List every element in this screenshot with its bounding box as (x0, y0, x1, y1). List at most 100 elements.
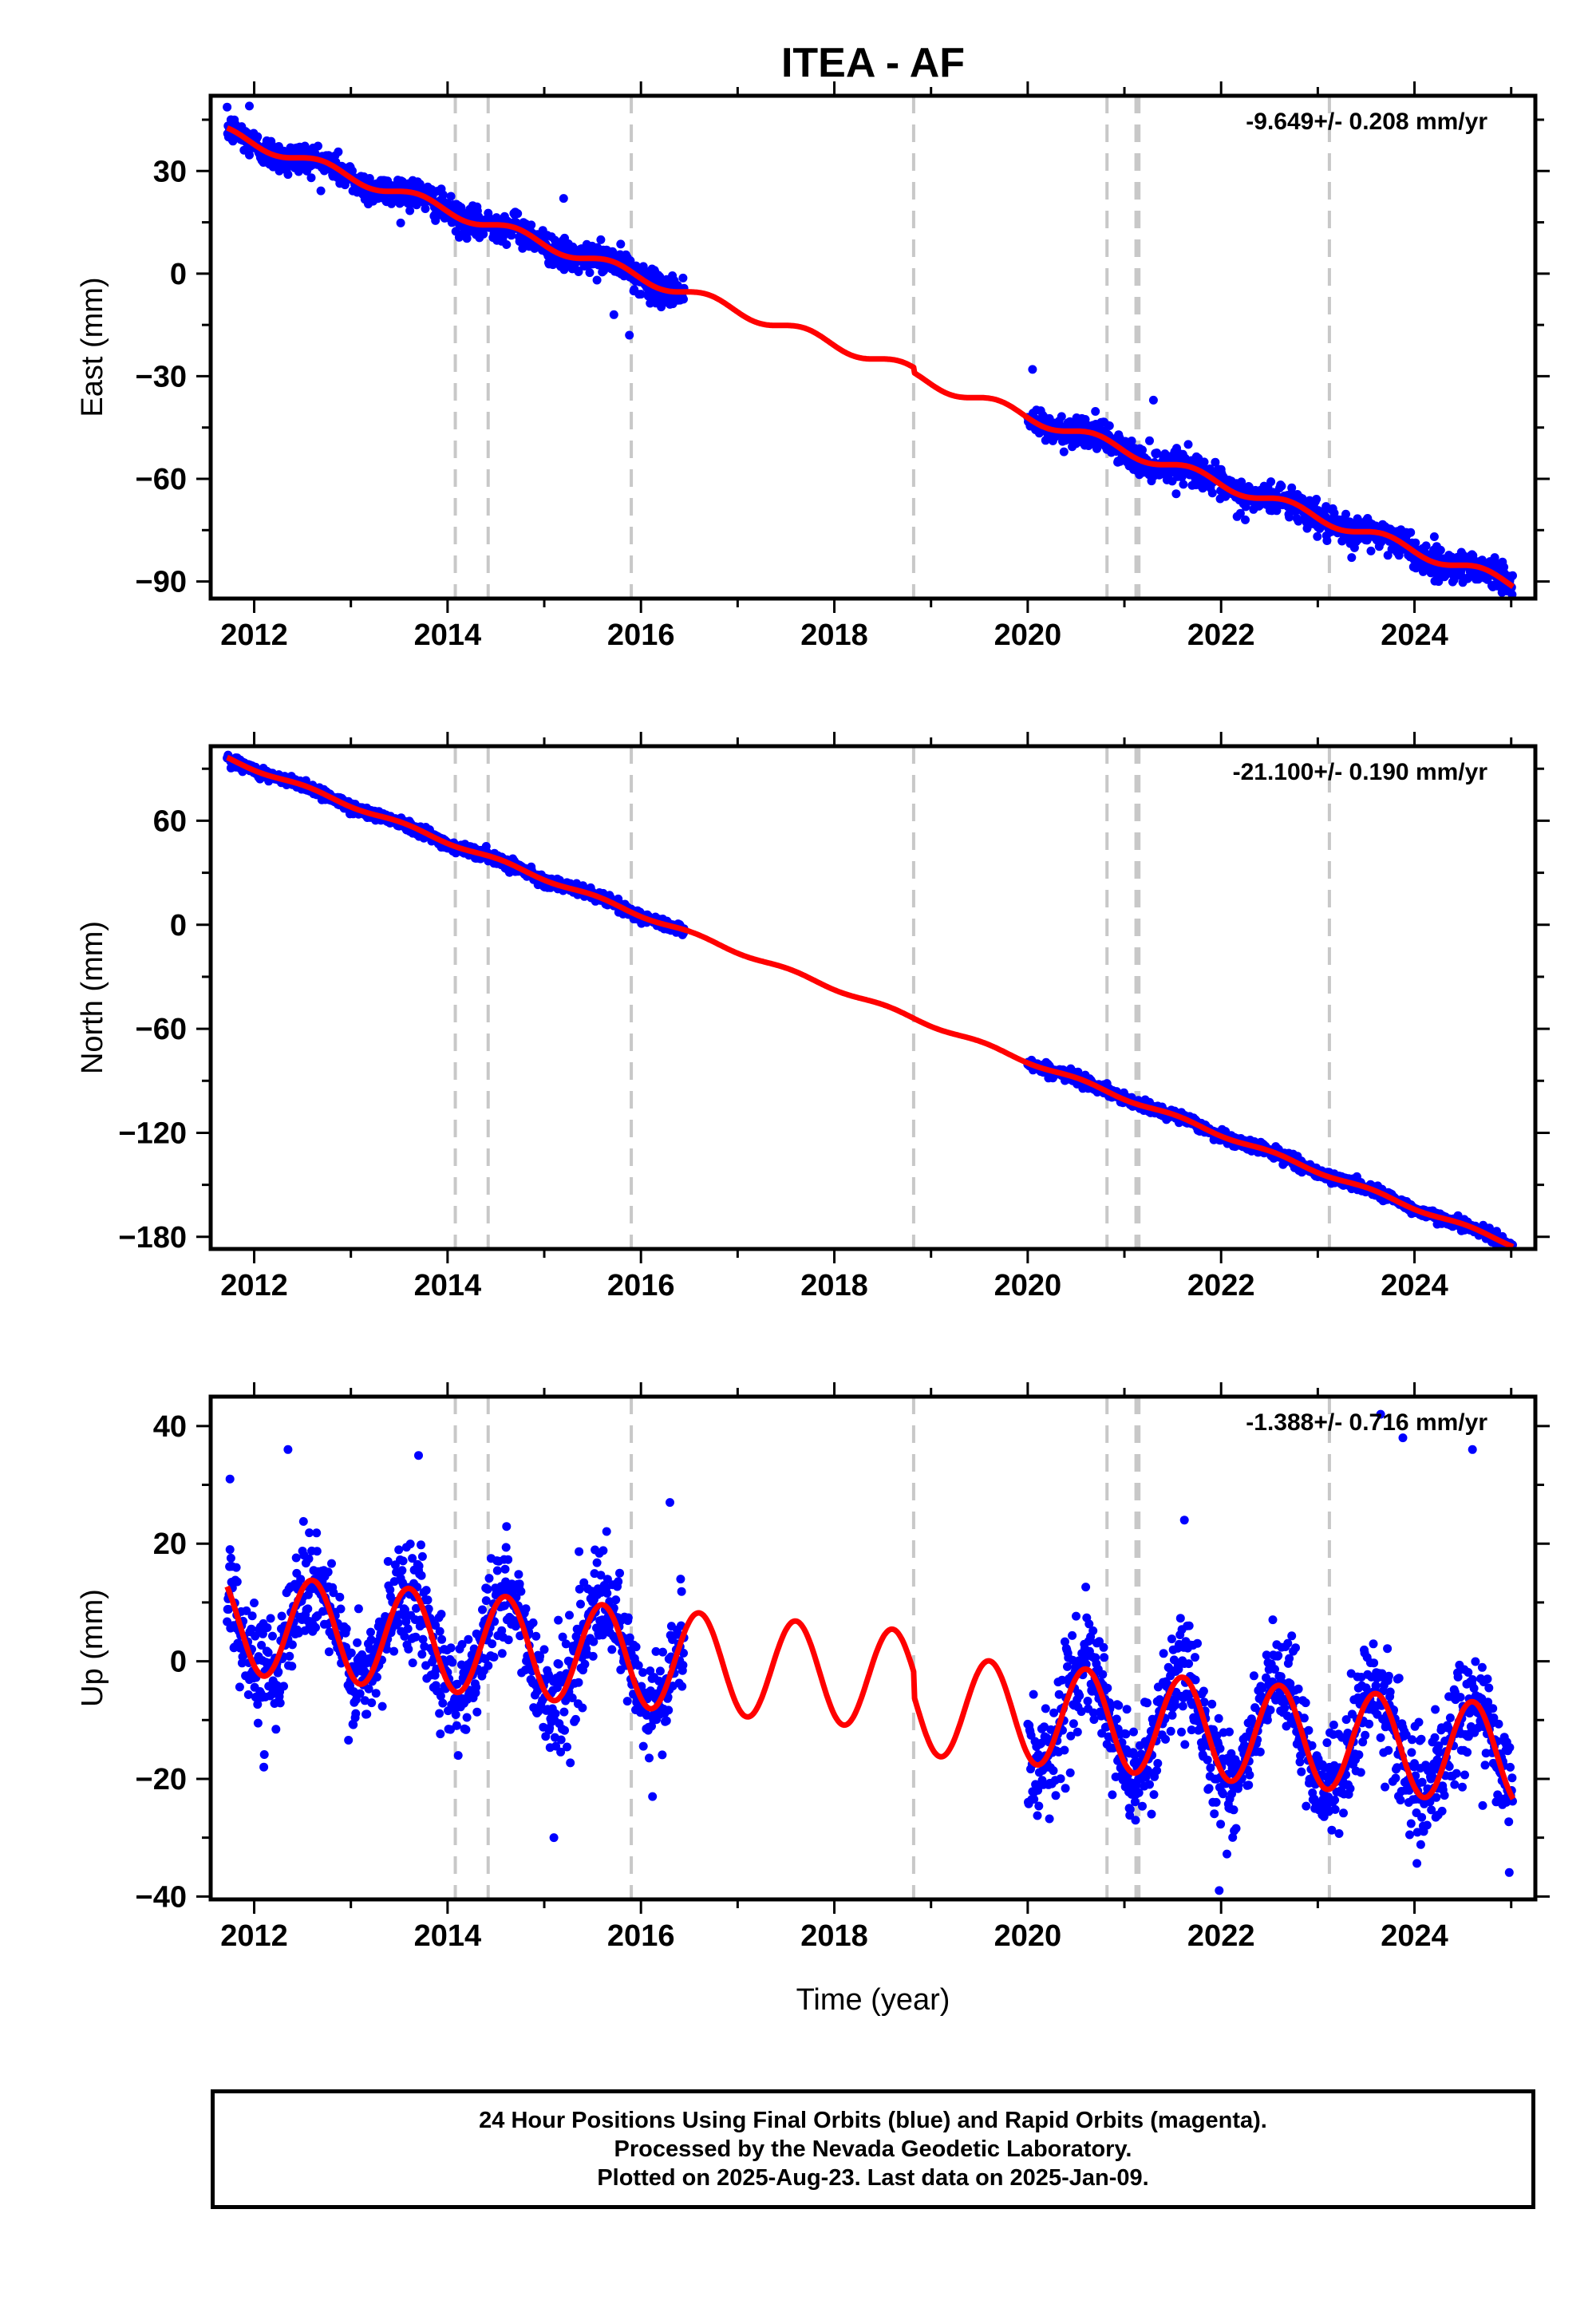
x-tick-label: 2018 (800, 1269, 868, 1302)
y-tick-label: −60 (136, 1013, 187, 1046)
data-point (1183, 440, 1193, 449)
data-point (247, 1624, 256, 1634)
data-point (457, 1640, 467, 1649)
x-tick-label: 2014 (414, 1269, 482, 1302)
data-point (472, 1707, 482, 1717)
y-axis-label: East (mm) (76, 277, 109, 417)
data-point (311, 1622, 320, 1632)
data-point (396, 218, 405, 227)
data-point (623, 1613, 633, 1622)
data-point (576, 1599, 585, 1609)
data-point (1104, 421, 1114, 430)
data-point (634, 1661, 643, 1670)
data-point (448, 1658, 457, 1667)
data-point (348, 166, 357, 176)
data-point (362, 1709, 372, 1719)
data-point (668, 1635, 678, 1644)
data-point (323, 1567, 333, 1577)
y-tick-label: 60 (153, 804, 187, 838)
data-point (589, 1637, 598, 1646)
data-point (654, 1676, 664, 1686)
data-point (398, 1556, 408, 1566)
data-point (658, 1647, 667, 1657)
data-point (1171, 489, 1181, 499)
data-point (585, 268, 595, 278)
data-point (502, 240, 512, 249)
data-point (1436, 545, 1445, 555)
data-points (223, 101, 1517, 599)
data-point (651, 1646, 661, 1656)
data-point (438, 1698, 448, 1708)
data-point (518, 243, 527, 253)
data-point (232, 1577, 242, 1587)
data-point (372, 1673, 381, 1682)
data-point (611, 1595, 621, 1605)
x-tick-label: 2016 (607, 619, 675, 652)
data-point (1057, 412, 1066, 421)
data-point (1341, 509, 1350, 519)
data-point (366, 1627, 375, 1637)
data-point (527, 220, 536, 230)
data-point (511, 1622, 520, 1631)
data-point (472, 1682, 481, 1692)
data-point (1313, 532, 1322, 541)
data-point (560, 1725, 569, 1735)
data-point (243, 1690, 253, 1699)
data-point (371, 1689, 381, 1698)
data-point (285, 1651, 294, 1661)
data-point (423, 1595, 433, 1605)
data-point (364, 1684, 373, 1694)
data-point (314, 141, 322, 151)
data-point (403, 1624, 413, 1634)
data-point (559, 1707, 569, 1717)
data-point (602, 1527, 611, 1536)
data-point (263, 1623, 272, 1632)
x-tick-label: 2020 (994, 1269, 1062, 1302)
panel-1: 2012 2014 2016 2018 2020 2022 2024−90−60−30030… (76, 81, 1550, 652)
data-point (556, 1747, 566, 1757)
data-point (446, 192, 456, 201)
model-curve (225, 754, 1515, 1249)
data-point (666, 299, 674, 309)
y-tick-label: 0 (170, 258, 187, 291)
data-point (646, 1666, 655, 1676)
data-point (324, 1647, 334, 1657)
data-point (664, 1705, 674, 1715)
data-point (1241, 515, 1250, 524)
data-point (435, 1626, 444, 1636)
data-point (514, 1570, 523, 1579)
data-point (1434, 577, 1444, 587)
data-point (565, 1611, 574, 1620)
data-point (551, 1741, 561, 1751)
data-point (335, 1592, 345, 1602)
data-point (360, 1696, 369, 1705)
data-point (1237, 477, 1246, 487)
data-point (1266, 477, 1276, 487)
data-point (554, 1615, 563, 1625)
data-point (353, 1638, 362, 1647)
data-point (414, 1561, 424, 1571)
data-point (1421, 541, 1431, 551)
data-point (275, 166, 284, 176)
data-point (316, 186, 326, 196)
data-point (531, 1631, 541, 1641)
data-point (334, 147, 343, 156)
data-point (291, 1553, 301, 1563)
data-point (497, 1649, 507, 1658)
data-point (1148, 395, 1158, 405)
data-point (598, 1630, 607, 1640)
data-point (247, 1611, 257, 1621)
data-point (279, 1682, 288, 1691)
data-point (622, 1697, 632, 1706)
data-point (464, 1634, 473, 1644)
data-point (592, 275, 602, 285)
y-tick-label: 30 (153, 155, 187, 188)
data-point (1138, 445, 1147, 455)
data-point (631, 1642, 641, 1652)
data-point (1277, 481, 1286, 491)
data-point (596, 1571, 606, 1580)
data-point (563, 1742, 571, 1752)
data-point (1429, 532, 1439, 541)
data-point (662, 1716, 671, 1725)
